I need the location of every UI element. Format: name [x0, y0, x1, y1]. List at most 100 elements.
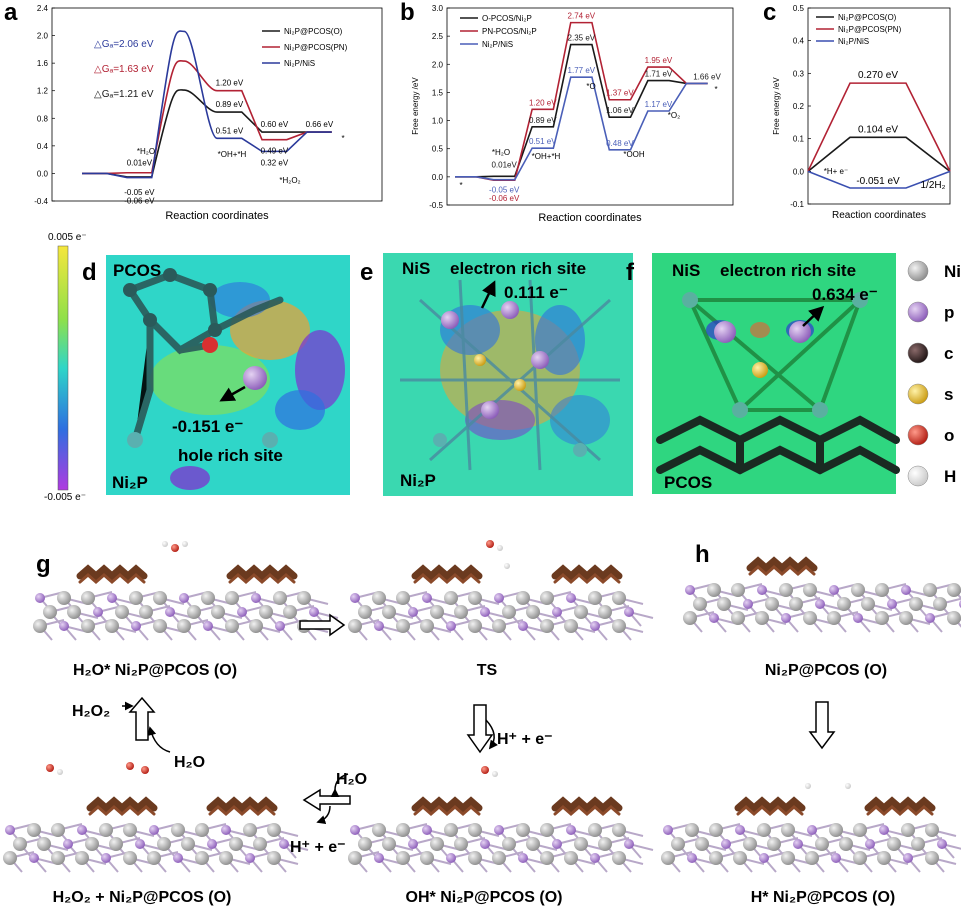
- a-value-label: 0.51 eV: [216, 126, 244, 135]
- panel-f-top-label: NiS: [672, 261, 700, 280]
- panel-c-ylabel: Free energy /eV: [772, 77, 781, 135]
- c-species-label: *H+ e⁻: [824, 167, 848, 176]
- label-oh-star: OH* Ni₂P@PCOS (O): [406, 889, 563, 906]
- b-value-label: 1.37 eV: [606, 89, 634, 98]
- panel-d-value-label: -0.151 e⁻: [172, 417, 243, 436]
- b-ytick-label: 2.0: [432, 60, 444, 69]
- c-value-label: 0.104 eV: [858, 124, 898, 135]
- a-value-label: 0.89 eV: [216, 100, 244, 109]
- b-value-label: 1.66 eV: [693, 72, 721, 81]
- b-value-label: 0.01eV: [491, 160, 517, 169]
- b-value-label: -0.05 eV: [489, 186, 520, 195]
- panel-a-xlabel: Reaction coordinates: [165, 210, 269, 222]
- arrow-up-hollow: [128, 696, 156, 741]
- c-ytick-label: -0.1: [790, 200, 804, 209]
- a-series-line-1: [82, 60, 332, 175]
- label-ni2p-pcos: Ni₂P@PCOS (O): [765, 662, 887, 679]
- panel-d-bottom-label: Ni₂P: [112, 473, 148, 492]
- slab-h-star: [661, 783, 961, 873]
- slab-h2o-star: [33, 541, 339, 641]
- panel-d-arrow: [219, 385, 246, 402]
- b-ytick-label: 1.0: [432, 117, 444, 126]
- element-legend-swatch-s: [907, 383, 929, 405]
- a-value-label: 0.49 eV: [261, 147, 289, 156]
- c-ytick-label: 0.0: [793, 167, 805, 176]
- b-value-label: 1.71 eV: [645, 70, 673, 79]
- panel-b-ylabel: Free energy /eV: [411, 77, 420, 135]
- b-species-label: *O₂: [668, 111, 680, 120]
- panel-f-site-label: electron rich site: [720, 261, 856, 280]
- panel-d-site-label: hole rich site: [178, 446, 283, 465]
- b-species-label: *: [714, 85, 717, 94]
- b-value-label: 2.35 eV: [568, 34, 596, 43]
- label-ts: TS: [477, 662, 498, 679]
- slab-ts: [348, 540, 654, 641]
- element-legend: Ni p c s o H: [907, 260, 961, 487]
- a-ytick-label: -0.4: [34, 197, 48, 206]
- label-h2o-2: H₂O: [174, 754, 205, 771]
- element-legend-swatch-h: [907, 465, 929, 487]
- panel-b-xlabel: Reaction coordinates: [538, 212, 642, 224]
- a-series-line-0: [82, 89, 332, 178]
- a-series-line-2: [82, 30, 332, 179]
- c-ytick-label: 0.2: [793, 102, 805, 111]
- panel-a-plot-frame: [51, 7, 383, 202]
- b-value-label: -0.06 eV: [489, 194, 520, 203]
- slab-ni2p-pcos: [683, 556, 961, 633]
- b-legend-label: O-PCOS/Ni₂P: [482, 14, 532, 23]
- panel-d-letter: d: [82, 259, 97, 286]
- colorbar-max-label: 0.005 e⁻: [48, 232, 87, 243]
- element-legend-label: o: [944, 426, 954, 445]
- a-value-label: 0.01eV: [127, 159, 153, 168]
- panel-d-top-label: PCOS: [113, 261, 161, 280]
- panel-f-arrow: [802, 305, 825, 327]
- panel-a-chart: a 2.4 2.0 1.6 1.2 0.8 0.4 0.0 -0.4 -0.05 eV 0.89…: [4, 0, 383, 222]
- panel-f-charge-map: NiS electron rich site 0.634 e⁻ PCOS f: [626, 253, 900, 494]
- a-value-label: 0.66 eV: [306, 120, 334, 129]
- label-h2o2: H₂O₂: [72, 703, 110, 720]
- a-value-label: -0.05 eV: [124, 188, 155, 197]
- c-species-label: 1/2H₂: [920, 180, 945, 191]
- colorbar-min-label: -0.005 e⁻: [44, 492, 86, 503]
- b-ytick-label: 1.5: [432, 88, 444, 97]
- a-ytick-label: 1.2: [37, 87, 49, 96]
- element-legend-label: c: [944, 344, 953, 363]
- b-value-label: 2.74 eV: [568, 12, 596, 21]
- c-legend-label: Ni₂P/NiS: [838, 37, 869, 46]
- b-ytick-label: -0.5: [429, 201, 443, 210]
- a-legend-label: Ni₂P@PCOS(O): [284, 27, 343, 36]
- a-value-label: 0.60 eV: [261, 120, 289, 129]
- panel-f-value-label: 0.634 e⁻: [812, 285, 878, 304]
- b-species-label: *H₂O: [492, 148, 510, 157]
- panel-f-letter: f: [626, 259, 635, 286]
- label-h-star: H* Ni₂P@PCOS (O): [751, 889, 896, 906]
- slab-h2o2-product: [3, 762, 309, 873]
- panel-f-bottom-label: PCOS: [664, 473, 712, 492]
- element-legend-swatch-o: [907, 424, 929, 446]
- label-h2o-star: H₂O* Ni₂P@PCOS (O): [73, 662, 237, 679]
- panel-e-arrow: [480, 280, 496, 309]
- panel-e-bottom-label: Ni₂P: [400, 471, 436, 490]
- b-series-line-0: [455, 43, 708, 178]
- a-value-label: 0.32 eV: [261, 158, 289, 167]
- c-ytick-label: 0.5: [793, 4, 805, 13]
- slab-oh-star: [348, 766, 654, 873]
- c-legend-label: Ni₂P@PCOS(PN): [838, 25, 902, 34]
- panel-b-letter: b: [400, 0, 415, 26]
- label-h-plus-e-2: H⁺ + e⁻: [290, 839, 346, 856]
- a-ytick-label: 0.4: [37, 142, 49, 151]
- c-legend-label: Ni₂P@PCOS(O): [838, 13, 897, 22]
- c-series-line-2: [807, 170, 951, 189]
- arrow-right-hollow: [299, 613, 346, 637]
- panel-h-letter: h: [695, 541, 710, 568]
- b-ytick-label: 2.5: [432, 32, 444, 41]
- element-legend-label: s: [944, 385, 953, 404]
- a-ytick-label: 2.4: [37, 4, 49, 13]
- panel-b-plot-frame: [446, 7, 734, 206]
- panel-b-chart: b Free energy /eV 3.0 2.5 2.0 1.5 1.0 0.5 0.0 -…: [400, 0, 734, 224]
- b-legend-label: PN-PCOS/Ni₂P: [482, 27, 537, 36]
- b-species-label: *OOH: [623, 150, 645, 159]
- c-ytick-label: 0.1: [793, 135, 805, 144]
- panel-c-xlabel: Reaction coordinates: [832, 210, 926, 221]
